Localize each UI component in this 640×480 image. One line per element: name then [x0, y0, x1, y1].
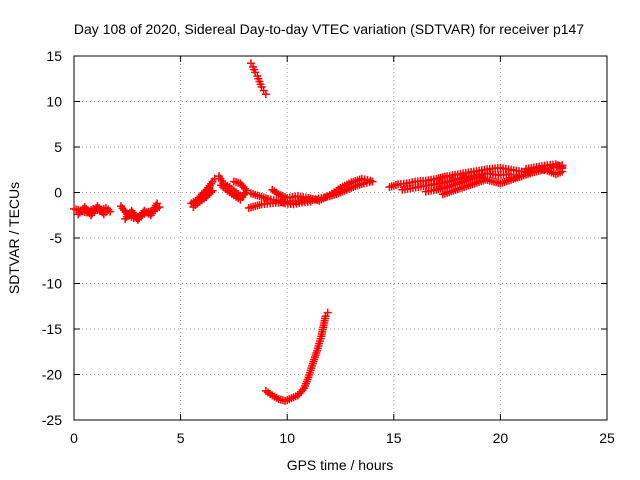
data-point: [153, 199, 162, 208]
x-tick-label: 0: [70, 430, 78, 446]
data-point: [366, 176, 375, 185]
data-point: [261, 90, 270, 99]
data-point: [229, 177, 238, 186]
data-point-trace: [298, 385, 307, 394]
x-tick-label: 15: [386, 430, 402, 446]
x-axis-label: GPS time / hours: [287, 457, 394, 473]
x-tick-label: 10: [279, 430, 295, 446]
y-tick-label: -15: [42, 321, 62, 337]
data-point-trace: [206, 188, 215, 197]
y-tick-label: -10: [42, 276, 62, 292]
y-tick-label: 10: [46, 94, 62, 110]
grid-lines: [74, 56, 607, 420]
chart-title: Day 108 of 2020, Sidereal Day-to-day VTE…: [74, 21, 584, 37]
x-tick-label: 5: [177, 430, 185, 446]
data-point: [104, 205, 113, 214]
y-tick-label: 0: [54, 185, 62, 201]
axis-ticks: [73, 55, 608, 421]
y-axis-label: SDTVAR / TECUs: [6, 182, 22, 294]
data-point: [481, 175, 490, 184]
plot-frame: [73, 55, 608, 421]
data-points: [70, 59, 567, 405]
tick-labels: 0 5 10 15 20 25 -25 -20 -15 -10 -5 0 5 10 15: [42, 48, 615, 446]
y-tick-label: -5: [50, 230, 63, 246]
y-tick-label: -25: [42, 412, 62, 428]
y-tick-label: -20: [42, 367, 62, 383]
x-tick-label: 25: [599, 430, 615, 446]
data-point: [323, 308, 332, 317]
x-tick-label: 20: [493, 430, 509, 446]
y-tick-label: 5: [54, 139, 62, 155]
data-point: [208, 186, 217, 195]
y-tick-label: 15: [46, 48, 62, 64]
data-point: [558, 163, 567, 172]
data-point: [236, 195, 245, 204]
